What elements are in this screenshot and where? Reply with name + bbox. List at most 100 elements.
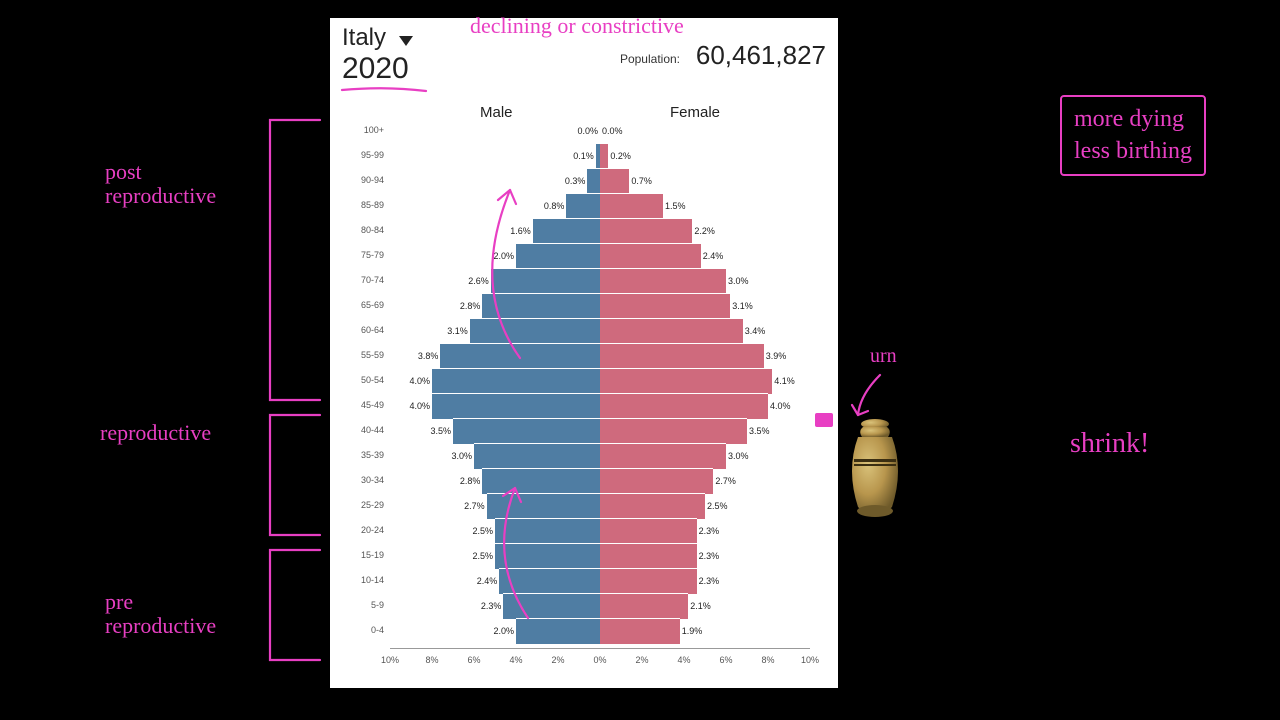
female-bar — [600, 393, 768, 419]
female-bar — [600, 168, 629, 194]
female-value: 0.0% — [602, 126, 623, 136]
country-label: Italy — [342, 24, 386, 51]
age-label: 65-69 — [356, 300, 384, 310]
age-label: 55-59 — [356, 350, 384, 360]
pyramid-row: 2.6%3.0% — [390, 268, 810, 293]
label-pre-reproductive: pre reproductive — [105, 590, 216, 638]
pyramid-row: 0.3%0.7% — [390, 168, 810, 193]
age-label: 75-79 — [356, 250, 384, 260]
female-bar — [600, 493, 705, 519]
female-bar — [600, 318, 743, 344]
caret-down-icon — [399, 25, 413, 53]
age-label: 30-34 — [356, 475, 384, 485]
x-tick: 6% — [719, 655, 732, 665]
female-value: 3.4% — [745, 326, 766, 336]
pyramid-row: 3.0%3.0% — [390, 443, 810, 468]
age-label: 95-99 — [356, 150, 384, 160]
female-bar — [600, 418, 747, 444]
pyramid-row: 2.0%2.4% — [390, 243, 810, 268]
age-label: 35-39 — [356, 450, 384, 460]
female-bar — [600, 218, 692, 244]
male-value: 2.8% — [460, 476, 481, 486]
urn-icon — [840, 415, 910, 525]
x-tick: 8% — [425, 655, 438, 665]
female-value: 3.0% — [728, 276, 749, 286]
x-tick: 10% — [381, 655, 399, 665]
female-value: 3.0% — [728, 451, 749, 461]
stage: Italy 2020 60,461,827 Population: Male F… — [0, 0, 1280, 720]
population-label: Population: — [620, 52, 680, 66]
pyramid-row: 4.0%4.1% — [390, 368, 810, 393]
age-label: 70-74 — [356, 275, 384, 285]
age-label: 5-9 — [356, 600, 384, 610]
x-axis-line — [390, 648, 810, 649]
age-label: 0-4 — [356, 625, 384, 635]
female-value: 1.9% — [682, 626, 703, 636]
arrow-to-urn — [850, 370, 890, 420]
female-bar — [600, 468, 713, 494]
female-value: 1.5% — [665, 201, 686, 211]
x-axis: 10%8%6%4%2%0%2%4%6%8%10% — [390, 653, 810, 673]
female-value: 2.3% — [699, 576, 720, 586]
pyramid-row: 2.0%1.9% — [390, 618, 810, 643]
note-shrink: shrink! — [1070, 428, 1149, 460]
pyramid-row: 1.6%2.2% — [390, 218, 810, 243]
female-value: 2.2% — [694, 226, 715, 236]
x-tick: 6% — [467, 655, 480, 665]
female-bar — [600, 618, 680, 644]
note-urn: urn — [870, 345, 897, 368]
label-reproductive: reproductive — [100, 420, 211, 446]
pyramid-row: 0.1%0.2% — [390, 143, 810, 168]
female-value: 0.7% — [631, 176, 652, 186]
pyramid-row: 3.8%3.9% — [390, 343, 810, 368]
male-value: 0.0% — [577, 126, 598, 136]
bracket-pre — [260, 545, 330, 665]
female-value: 4.1% — [774, 376, 795, 386]
pyramid-row: 2.5%2.3% — [390, 543, 810, 568]
female-value: 2.3% — [699, 551, 720, 561]
pyramid-row: 2.7%2.5% — [390, 493, 810, 518]
female-bar — [600, 543, 697, 569]
pyramid-row: 3.5%3.5% — [390, 418, 810, 443]
population-value: 60,461,827 — [696, 40, 826, 71]
country-dropdown[interactable]: Italy — [342, 24, 413, 53]
female-value: 2.5% — [707, 501, 728, 511]
female-bar — [600, 518, 697, 544]
age-label: 60-64 — [356, 325, 384, 335]
pyramid-row: 2.3%2.1% — [390, 593, 810, 618]
year-label: 2020 — [342, 52, 409, 86]
pyramid-row: 2.8%3.1% — [390, 293, 810, 318]
pyramid-row: 2.4%2.3% — [390, 568, 810, 593]
female-bar — [600, 343, 764, 369]
x-tick: 10% — [801, 655, 819, 665]
age-label: 100+ — [356, 125, 384, 135]
male-bar — [566, 193, 600, 219]
female-bar — [600, 568, 697, 594]
female-value: 2.3% — [699, 526, 720, 536]
x-tick: 2% — [551, 655, 564, 665]
bracket-mid — [260, 410, 330, 540]
male-value: 0.8% — [544, 201, 565, 211]
female-bar — [600, 243, 701, 269]
female-value: 2.4% — [703, 251, 724, 261]
pyramid-chart: 100+0.0%0.0%95-990.1%0.2%90-940.3%0.7%85… — [390, 118, 810, 648]
female-value: 3.1% — [732, 301, 753, 311]
x-tick: 2% — [635, 655, 648, 665]
arrow-up-curve — [465, 178, 545, 368]
x-tick: 0% — [593, 655, 606, 665]
x-tick: 4% — [677, 655, 690, 665]
male-value: 4.0% — [409, 401, 430, 411]
x-tick: 4% — [509, 655, 522, 665]
age-label: 45-49 — [356, 400, 384, 410]
note-box-line1: more dying — [1074, 103, 1192, 135]
male-bar — [432, 368, 600, 394]
bracket-post — [260, 115, 330, 405]
male-value: 3.8% — [418, 351, 439, 361]
female-bar — [600, 593, 688, 619]
year-underline — [340, 84, 430, 96]
age-label: 90-94 — [356, 175, 384, 185]
age-label: 20-24 — [356, 525, 384, 535]
pyramid-row: 0.8% 1.5% — [390, 193, 810, 218]
female-bar — [600, 368, 772, 394]
pyramid-row: 2.5%2.3% — [390, 518, 810, 543]
